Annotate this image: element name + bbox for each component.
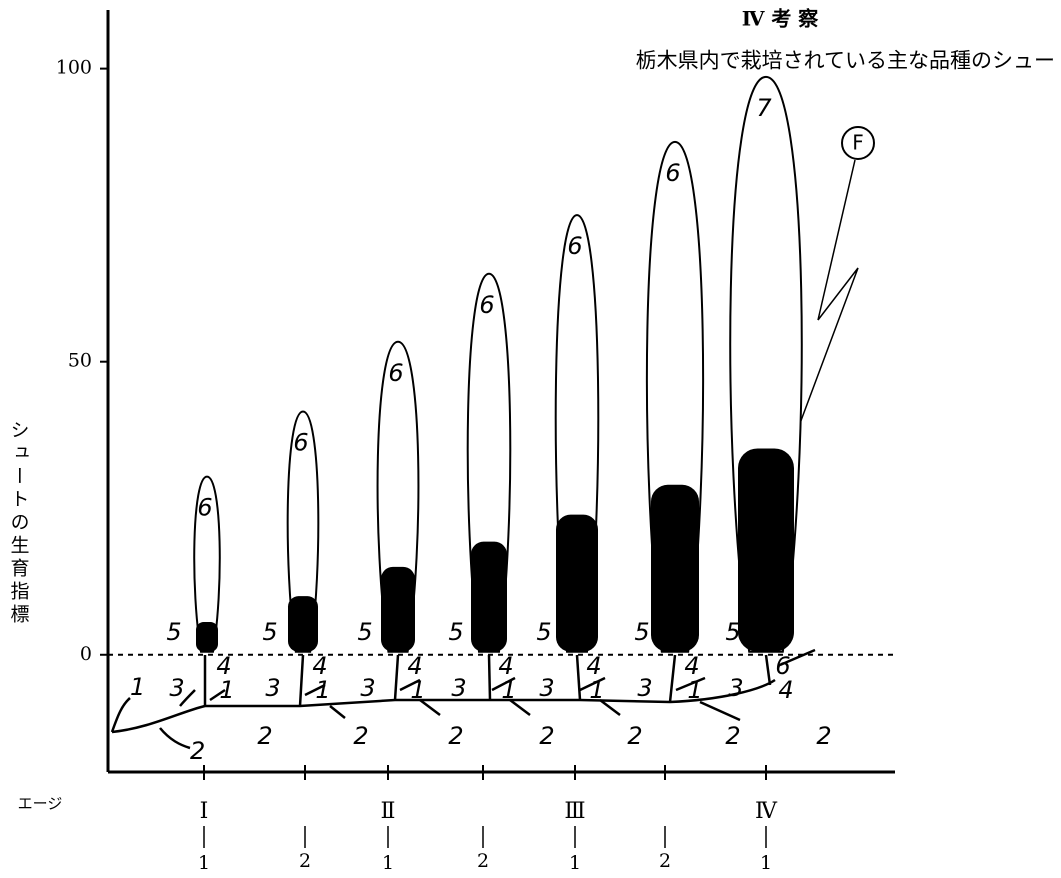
age-stage: Ⅰ (200, 799, 209, 824)
y-tick-label: 50 (68, 350, 92, 372)
node-number: 4 (407, 652, 422, 680)
shoot-sheath (556, 514, 598, 652)
section-title: Ⅳ 考 察 (742, 7, 820, 31)
shoot-sheath (196, 621, 218, 652)
shoot-sheath (381, 566, 415, 652)
y-axis-label: シュートの生育指標 (8, 420, 30, 627)
age-stage: Ⅲ (564, 799, 585, 824)
y-tick-label: 0 (80, 643, 92, 665)
leaf-number: 6 (293, 429, 308, 457)
node-number: 5 (725, 618, 740, 646)
node-number: 5 (536, 618, 551, 646)
node-number: 3 (637, 674, 652, 702)
node-number: 5 (166, 618, 181, 646)
age-sub: 1 (569, 852, 581, 874)
node-number: 2 (353, 722, 368, 750)
node-number: 2 (816, 722, 831, 750)
node-number: 4 (586, 652, 601, 680)
node-number: 1 (410, 676, 425, 704)
shoot-sheath (738, 448, 794, 652)
node-number: 3 (265, 674, 280, 702)
node-number: 5 (448, 618, 463, 646)
node-number: 3 (169, 674, 184, 702)
node-number: 3 (451, 674, 466, 702)
node-number: 5 (262, 618, 277, 646)
age-sub: 1 (760, 852, 772, 874)
node-number: 4 (684, 652, 699, 680)
shoot-sheath (651, 484, 699, 652)
pointer (817, 159, 856, 321)
node-number: 1 (315, 676, 330, 704)
node-number: 1 (687, 676, 702, 704)
node-number: 2 (725, 722, 740, 750)
y-tick-label: 100 (56, 57, 92, 79)
flag-circle (841, 126, 875, 160)
age-sub: 2 (299, 850, 311, 872)
node-number: 1 (501, 676, 516, 704)
leaf-number: 6 (479, 291, 494, 319)
subtitle: 栃木県内で栽培されている主な品種のシュー (636, 49, 1055, 73)
roots (110, 648, 816, 750)
age-sub: 2 (477, 850, 489, 872)
leaf-number: 6 (388, 359, 403, 387)
age-sub: 1 (382, 852, 394, 874)
shoot-blade (286, 410, 320, 653)
leaf-number: 7 (756, 94, 772, 122)
node-number: 4 (312, 652, 327, 680)
leaf-number: 6 (665, 159, 680, 187)
node-number: 2 (257, 722, 272, 750)
shoot-blade (193, 475, 221, 653)
node-number: 5 (357, 618, 372, 646)
flag-label: F (852, 131, 864, 155)
root-label: 1 (130, 673, 145, 701)
node-number: 2 (539, 722, 554, 750)
age-stage: Ⅳ (755, 799, 778, 824)
node-number: 3 (360, 674, 375, 702)
node-number: 1 (219, 676, 234, 704)
root-label: 2 (190, 737, 205, 765)
node-number: 1 (589, 676, 604, 704)
shoot-sheath (471, 541, 507, 652)
node-number: 4 (778, 676, 793, 704)
node-number: 4 (498, 652, 513, 680)
node-number: 4 (216, 652, 231, 680)
age-sub: 1 (198, 852, 210, 874)
node-number: 2 (448, 722, 463, 750)
rhizome (111, 678, 776, 734)
shoot-sheath (288, 596, 318, 652)
x-axis-label: エージ (18, 795, 63, 813)
leaf (789, 267, 859, 451)
age-sub: 2 (659, 850, 671, 872)
node-number: 5 (634, 618, 649, 646)
leaf-number: 6 (197, 494, 212, 522)
age-stage: Ⅱ (381, 799, 396, 824)
leaf-number: 6 (567, 232, 582, 260)
node-number: 3 (539, 674, 554, 702)
node-number: 2 (627, 722, 642, 750)
node-number: 6 (775, 652, 790, 680)
node-number: 3 (728, 674, 743, 702)
